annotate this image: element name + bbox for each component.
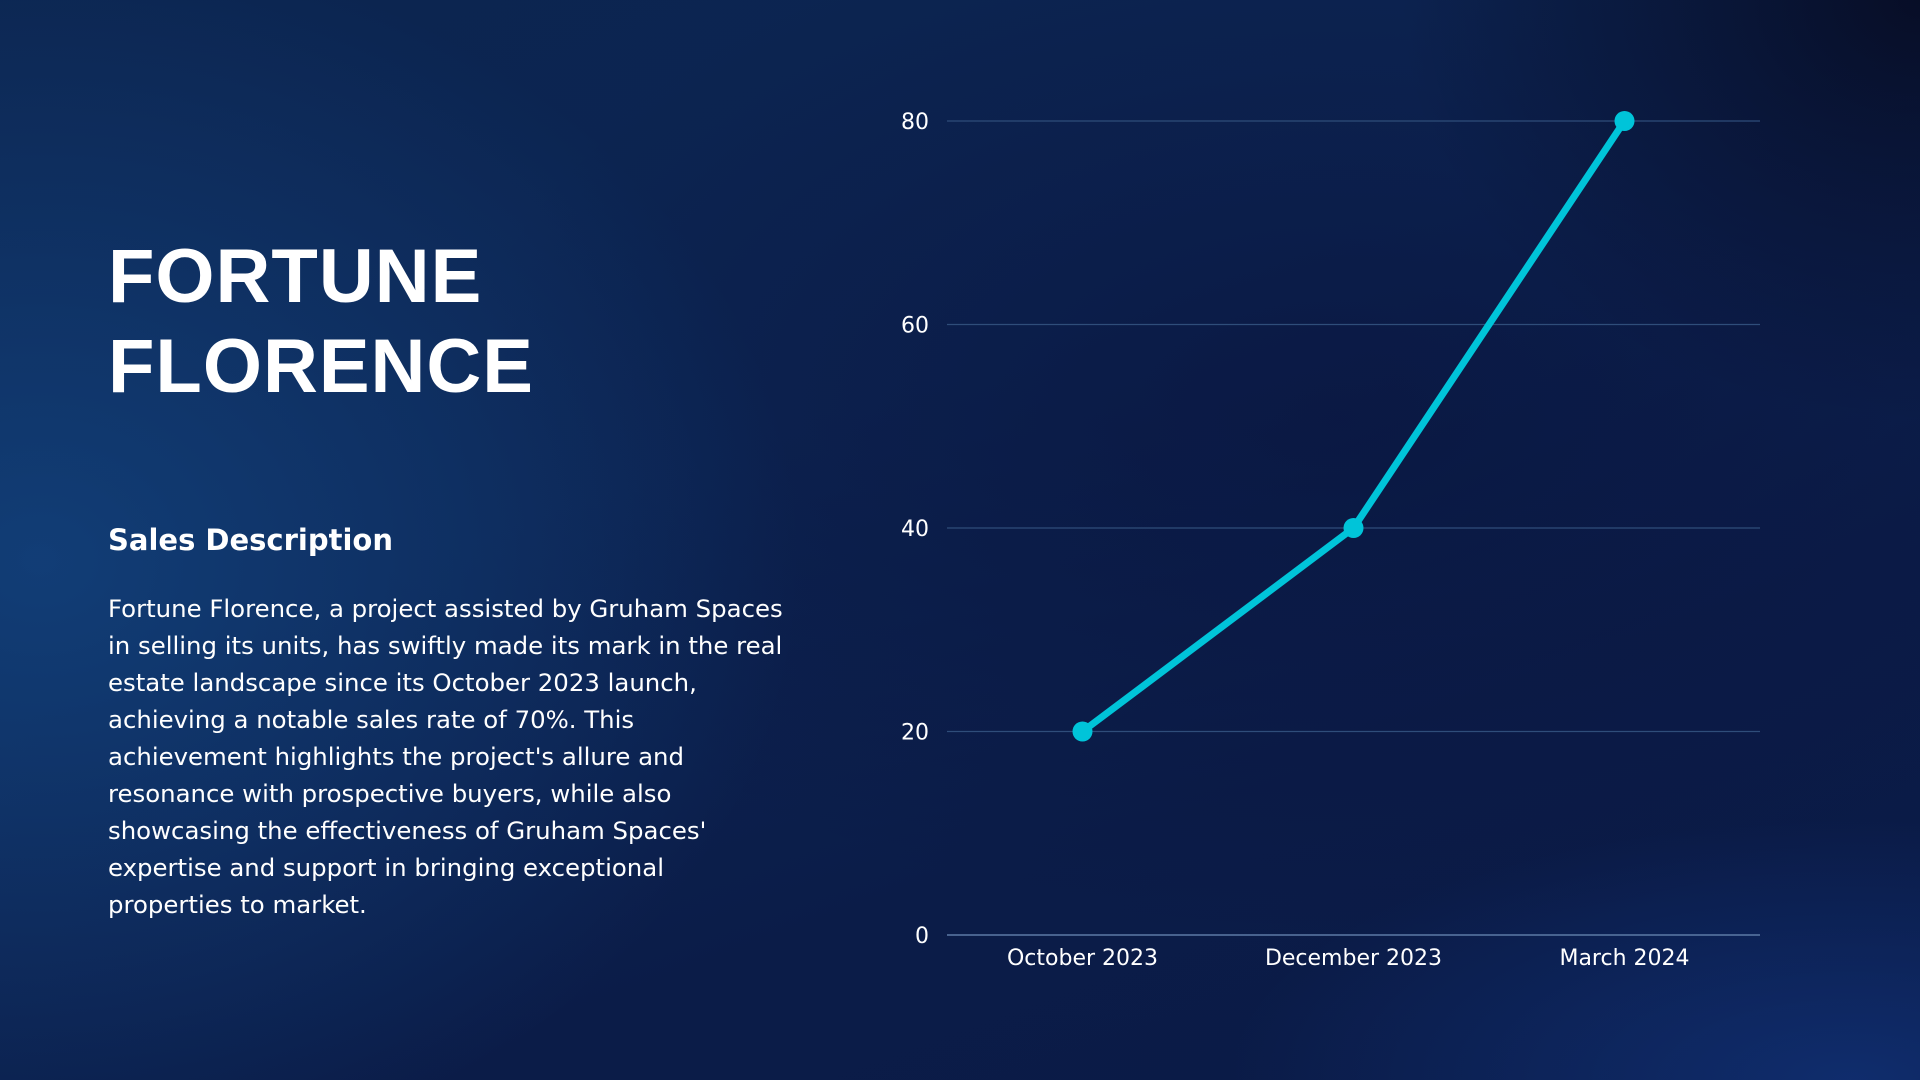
- x-tick-label: December 2023: [1265, 946, 1442, 971]
- sales-chart: 0 20 40 60 80 October 2023 December 2023 March …: [860, 60, 1860, 1020]
- series-line-0: [1079, 117, 1628, 735]
- y-tick-label: 0: [915, 924, 929, 949]
- y-tick-label: 20: [901, 721, 929, 746]
- label-layer: 0 20 40 60 80 October 2023 December 2023 March …: [901, 110, 1690, 971]
- section-heading: Sales Description: [108, 523, 393, 557]
- x-tick-label: March 2024: [1559, 946, 1689, 971]
- grid-layer: [947, 120, 1760, 733]
- page-title: FORTUNE FLORENCE: [108, 232, 788, 412]
- x-tick-label: October 2023: [1007, 946, 1158, 971]
- y-tick-label: 40: [901, 517, 929, 542]
- series-layer: [1072, 111, 1635, 742]
- sales-description: Fortune Florence, a project assisted by …: [108, 594, 783, 919]
- data-point: [1072, 721, 1093, 742]
- page-title-line-2: FLORENCE: [108, 324, 534, 409]
- sales-line-chart: 0 20 40 60 80 October 2023 December 2023 March …: [901, 110, 1760, 971]
- y-tick-label: 80: [901, 110, 929, 135]
- data-point: [1614, 111, 1635, 131]
- text-panel: FORTUNE FLORENCE Sales Description Fortu…: [108, 232, 788, 919]
- data-point: [1343, 518, 1364, 538]
- page-title-line-1: FORTUNE: [108, 234, 483, 319]
- y-tick-label: 60: [901, 314, 929, 339]
